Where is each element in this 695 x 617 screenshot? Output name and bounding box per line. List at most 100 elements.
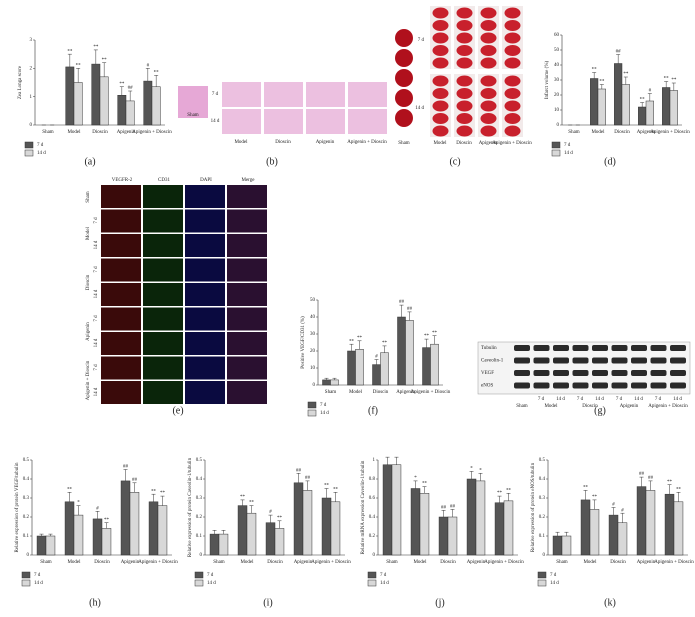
- y-tick-label: 0.6: [369, 496, 376, 501]
- error-bar: [123, 469, 128, 481]
- brain-slice: [432, 45, 449, 56]
- error-bar: [555, 531, 560, 536]
- significance-mark: #: [375, 355, 378, 360]
- bar: [422, 347, 431, 386]
- bar: [380, 352, 389, 386]
- bar: [664, 493, 675, 556]
- image: [143, 283, 183, 306]
- band: [553, 345, 569, 351]
- row-label: 7 d: [212, 92, 219, 97]
- panel-label: (g): [594, 405, 606, 416]
- error-bar: [667, 484, 672, 495]
- column-label: Dioscin: [275, 140, 291, 145]
- bar: [265, 522, 276, 556]
- error-bar: [648, 480, 653, 491]
- legend-label: 14 d: [37, 151, 46, 156]
- error-bar: [616, 54, 621, 64]
- band: [592, 370, 608, 376]
- legend-label: 7 d: [380, 573, 387, 578]
- error-bar: [160, 495, 165, 506]
- significance-mark: #: [269, 510, 272, 515]
- error-bar: [67, 53, 72, 67]
- bar: [397, 316, 406, 386]
- brain-slice: [480, 57, 497, 69]
- significance-mark: **: [67, 49, 73, 54]
- x-tick-label: Apigenin + Dioscin: [650, 130, 690, 135]
- significance-mark: **: [151, 489, 157, 494]
- legend-label: 14 d: [34, 581, 43, 586]
- significance-mark: **: [424, 334, 430, 339]
- band: [650, 345, 667, 351]
- bar: [614, 63, 623, 126]
- significance-mark: **: [76, 63, 82, 68]
- error-bar: [332, 377, 337, 380]
- significance-mark: **: [583, 486, 589, 491]
- image: [222, 82, 261, 107]
- legend-swatch: [24, 141, 34, 149]
- significance-mark: **: [119, 82, 125, 87]
- significance-mark: *: [479, 468, 482, 473]
- brain-slice: [480, 100, 497, 112]
- image: [348, 109, 387, 134]
- significance-mark: ##: [407, 307, 413, 312]
- brain-slice: [504, 75, 521, 87]
- band: [514, 370, 530, 376]
- legend-label: 14 d: [564, 151, 573, 156]
- legend-swatch: [24, 149, 34, 157]
- error-bar: [640, 102, 645, 107]
- significance-mark: **: [382, 341, 388, 346]
- y-tick-label: 0.5: [539, 458, 546, 463]
- significance-mark: ##: [123, 465, 129, 470]
- brain-slice: [395, 49, 413, 67]
- x-tick-label: Sham: [556, 560, 568, 565]
- bar: [45, 535, 56, 556]
- x-tick-label: Model: [67, 560, 81, 565]
- y-tick-label: 0.3: [196, 496, 203, 501]
- x-tick-label: Sham: [568, 130, 580, 135]
- column-label: Apigenin + Dioscin: [492, 141, 532, 146]
- error-bar: [119, 86, 124, 96]
- band: [533, 370, 550, 376]
- y-tick-label: 0.4: [23, 477, 30, 482]
- significance-mark: **: [599, 80, 605, 85]
- significance-mark: *: [77, 501, 80, 506]
- brain-slice: [504, 100, 521, 112]
- y-tick-label: 60: [554, 33, 560, 38]
- legend-swatch: [551, 141, 561, 149]
- error-bar: [676, 492, 681, 502]
- bar: [148, 501, 159, 556]
- significance-mark: **: [160, 491, 166, 496]
- brain-slice: [432, 125, 449, 137]
- legend-swatch: [551, 149, 561, 157]
- brain-slice: [432, 7, 449, 19]
- band: [631, 382, 647, 389]
- image: [101, 185, 141, 208]
- brain-slice: [432, 88, 449, 99]
- bar: [209, 533, 220, 556]
- bar: [382, 464, 393, 556]
- band: [592, 382, 608, 389]
- x-tick-label: Apigenin: [467, 560, 486, 565]
- significance-mark: ##: [296, 468, 302, 473]
- bar: [330, 379, 339, 386]
- band: [514, 357, 530, 364]
- brain-slice: [432, 100, 449, 112]
- y-tick-label: 0.5: [23, 458, 30, 463]
- band: [650, 370, 667, 376]
- image-label: Sham: [187, 113, 199, 118]
- legend-swatch: [367, 571, 377, 579]
- y-tick-label: 1: [30, 95, 33, 100]
- image: [264, 109, 303, 134]
- significance-mark: **: [623, 72, 629, 77]
- error-bar: [95, 511, 100, 519]
- error-bar: [128, 90, 133, 101]
- band: [572, 370, 589, 376]
- bar: [662, 87, 671, 126]
- bar: [621, 84, 630, 126]
- significance-mark: **: [497, 491, 503, 496]
- lane-label: 7 d: [616, 397, 623, 402]
- error-bar: [221, 530, 226, 535]
- significance-mark: **: [333, 487, 339, 492]
- y-tick-label: 0: [543, 553, 546, 558]
- y-tick-label: 0: [313, 383, 316, 388]
